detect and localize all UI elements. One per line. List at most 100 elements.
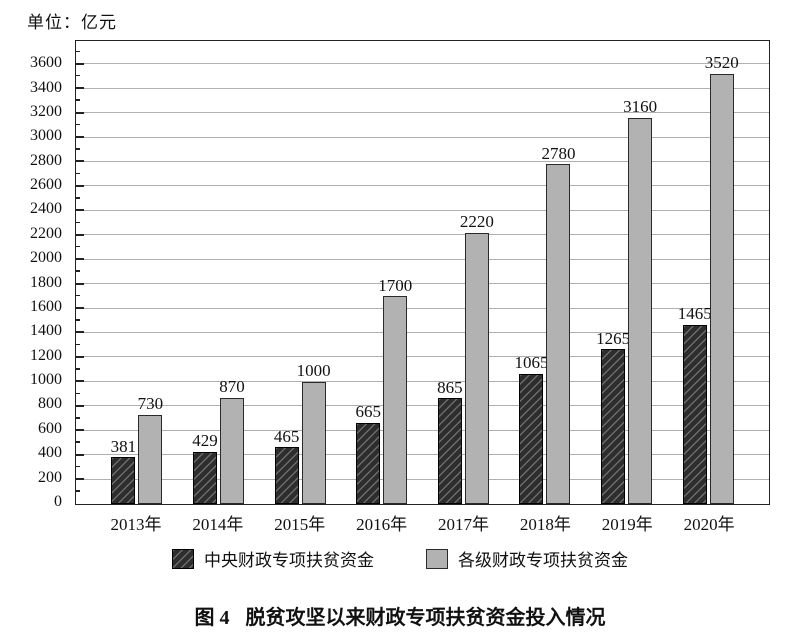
y-tick-major-2600 — [76, 184, 84, 187]
bar-central-2013年: 381 — [111, 437, 136, 504]
y-tick-minor-1100 — [76, 368, 80, 370]
bar-all-levels-2019年: 3160 — [623, 98, 657, 504]
y-tick-label-800: 800 — [38, 395, 62, 413]
bar-group-2020年: 1465 3520 — [667, 41, 749, 504]
legend-swatch-gray-icon — [426, 548, 448, 569]
gridline-200 — [76, 478, 769, 480]
bar-value-label-central-2013年: 381 — [110, 436, 137, 456]
y-tick-major-1800 — [76, 282, 84, 285]
gridline-1200 — [76, 356, 769, 358]
y-tick-label-2600: 2600 — [30, 176, 62, 194]
bar-all-levels-2014年: 870 — [219, 377, 245, 504]
legend: 中央财政专项扶贫资金 各级财政专项扶贫资金 — [0, 546, 800, 571]
gridline-3200 — [76, 112, 769, 114]
bar-value-label-central-2020年: 1465 — [677, 304, 712, 324]
bar-central-2014年: 429 — [192, 431, 218, 504]
gridline-3600 — [76, 63, 769, 65]
bar-group-2019年: 1265 3160 — [586, 41, 668, 504]
y-tick-major-400 — [76, 453, 84, 456]
bar-value-label-all-levels-2015年: 1000 — [296, 361, 331, 381]
y-tick-minor-700 — [76, 417, 80, 419]
y-tick-major-800 — [76, 404, 84, 407]
y-tick-label-2200: 2200 — [30, 224, 62, 242]
bar-value-label-central-2019年: 1265 — [596, 328, 631, 348]
gridline-1800 — [76, 283, 769, 285]
bar-group-2017年: 865 2220 — [423, 41, 505, 504]
figure-caption: 图 4 脱贫攻坚以来财政专项扶贫资金投入情况 — [0, 601, 800, 630]
gridline-400 — [76, 454, 769, 456]
y-tick-minor-300 — [76, 465, 80, 468]
y-tick-minor-3700 — [76, 50, 80, 52]
y-tick-major-2800 — [76, 160, 84, 163]
bar-value-label-all-levels-2017年: 2220 — [459, 212, 494, 232]
y-tick-label-1200: 1200 — [30, 346, 62, 364]
bar-group-2018年: 1065 2780 — [504, 41, 586, 504]
bar-central-2015年: 465 — [274, 427, 299, 504]
bar-central-2018年: 1065 — [514, 354, 548, 504]
bar-central-2016年: 665 — [355, 402, 381, 504]
y-tick-minor-2100 — [76, 245, 80, 248]
y-tick-label-1800: 1800 — [30, 273, 62, 291]
x-axis-label-2014年: 2014年 — [192, 515, 244, 534]
bar-value-label-all-levels-2018年: 2780 — [541, 143, 576, 163]
bar-groups: 381 730 429 870 465 1000 665 1700 865 2220 1065 278… — [76, 41, 769, 504]
y-tick-label-1600: 1600 — [30, 297, 62, 315]
y-tick-major-1200 — [76, 355, 84, 358]
y-tick-major-600 — [76, 429, 84, 432]
y-tick-label-200: 200 — [38, 468, 62, 486]
x-axis-label-2013年: 2013年 — [110, 515, 162, 534]
y-tick-minor-1300 — [76, 343, 80, 346]
bar-all-levels-2018年: 2780 — [541, 144, 575, 504]
x-axis-labels: 2013年 2014年 2015年 2016年 2017年 2018年 2019年 2020年 — [75, 510, 770, 535]
y-tick-minor-1700 — [76, 294, 80, 297]
y-tick-minor-500 — [76, 441, 80, 443]
gridline-3000 — [76, 136, 769, 138]
bar-value-label-all-levels-2020年: 3520 — [704, 53, 739, 73]
gridline-1000 — [76, 380, 769, 382]
y-tick-label-2000: 2000 — [30, 249, 62, 267]
x-axis-label-2018年: 2018年 — [519, 515, 571, 534]
gridline-1600 — [76, 307, 769, 309]
y-tick-label-3400: 3400 — [30, 78, 62, 96]
y-tick-minor-100 — [76, 490, 80, 492]
legend-swatch-dark-hatched-icon — [172, 548, 194, 569]
y-tick-major-3200 — [76, 111, 84, 114]
bar-all-levels-2016年: 1700 — [378, 276, 412, 504]
x-axis-label-2017年: 2017年 — [437, 515, 489, 534]
legend-item-central: 中央财政专项扶贫资金 — [172, 546, 374, 571]
y-tick-label-2800: 2800 — [30, 151, 62, 169]
caption-number: 图 4 — [194, 607, 230, 629]
y-tick-minor-3500 — [76, 74, 80, 77]
y-tick-minor-1500 — [76, 319, 80, 321]
plot-area: 381 730 429 870 465 1000 665 1700 865 2220 1065 278… — [75, 40, 770, 505]
legend-item-all-levels: 各级财政专项扶贫资金 — [426, 546, 628, 571]
bar-value-label-central-2017年: 865 — [437, 377, 463, 397]
bar-all-levels-2013年: 730 — [138, 394, 163, 504]
gridline-2200 — [76, 234, 769, 236]
y-tick-major-200 — [76, 478, 84, 481]
x-axis-label-2019年: 2019年 — [601, 515, 653, 534]
gridlines — [76, 41, 769, 504]
bar-value-label-central-2018年: 1065 — [514, 353, 549, 373]
y-tick-label-400: 400 — [38, 444, 62, 462]
gridline-2400 — [76, 209, 769, 211]
bar-value-label-central-2016年: 665 — [355, 402, 381, 422]
x-axis-label-2020年: 2020年 — [683, 515, 735, 534]
bar-value-label-central-2014年: 429 — [192, 430, 218, 450]
bar-value-label-all-levels-2016年: 1700 — [378, 275, 413, 295]
y-tick-minor-2500 — [76, 197, 80, 199]
y-tick-minor-3100 — [76, 123, 80, 126]
x-axis-label-2015年: 2015年 — [274, 515, 326, 534]
bar-all-levels-2015年: 1000 — [297, 361, 331, 504]
x-axis-label-2016年: 2016年 — [356, 515, 408, 534]
y-tick-major-3400 — [76, 87, 84, 90]
y-tick-minor-1900 — [76, 270, 80, 272]
gridline-2000 — [76, 258, 769, 260]
gridline-800 — [76, 405, 769, 407]
bar-central-2019年: 1265 — [596, 329, 630, 504]
y-tick-minor-2300 — [76, 221, 80, 224]
y-tick-minor-2900 — [76, 148, 80, 150]
y-tick-minor-2700 — [76, 172, 80, 175]
bar-value-label-central-2015年: 465 — [273, 426, 300, 446]
